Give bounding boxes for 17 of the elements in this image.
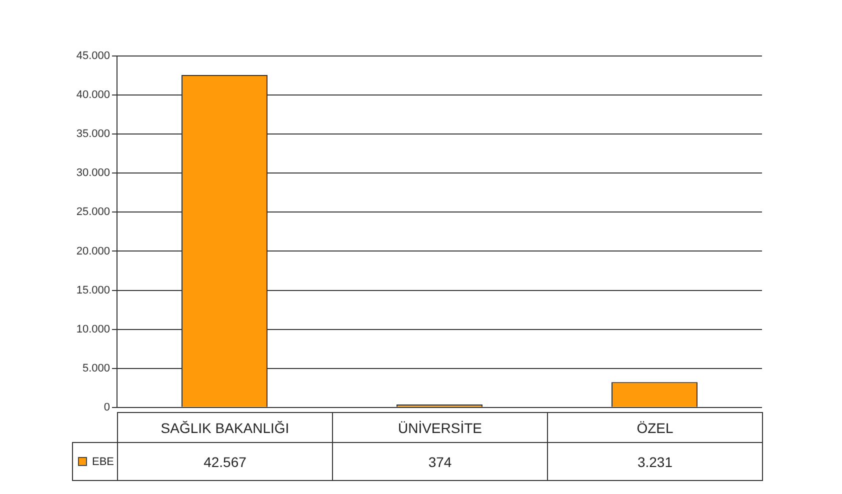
x-tick-label: SAĞLIK BAKANLIĞI bbox=[117, 412, 333, 443]
y-tick-label: 15.000 bbox=[76, 284, 110, 296]
y-tick-label: 20.000 bbox=[76, 245, 110, 258]
x-tick-label: ÜNİVERSİTE bbox=[332, 412, 548, 443]
data-label: 42.567 bbox=[117, 442, 333, 481]
y-tick-label: 0 bbox=[104, 401, 110, 414]
y-tick-label: 35.000 bbox=[76, 128, 110, 140]
data-label: 374 bbox=[332, 442, 548, 481]
x-tick-label: ÖZEL bbox=[547, 412, 763, 443]
y-tick-label: 45.000 bbox=[76, 50, 110, 62]
y-tick-label: 25.000 bbox=[76, 206, 110, 218]
y-tick-label: 40.000 bbox=[76, 89, 110, 102]
y-tick-label: 5.000 bbox=[82, 362, 110, 374]
data-label: 3.231 bbox=[547, 442, 763, 481]
y-tick-label: 30.000 bbox=[76, 167, 110, 180]
y-tick-label: 10.000 bbox=[76, 323, 110, 336]
legend-label: EBE bbox=[92, 456, 114, 468]
